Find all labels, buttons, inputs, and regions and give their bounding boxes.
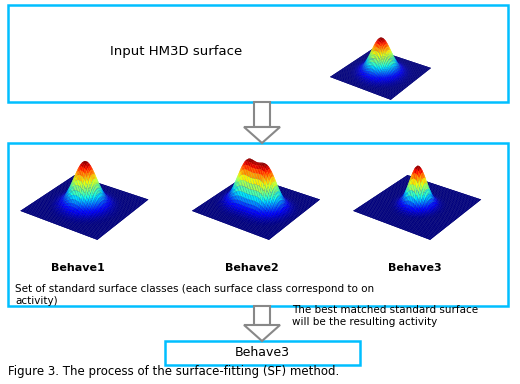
FancyBboxPatch shape [165, 341, 360, 365]
FancyBboxPatch shape [8, 5, 508, 102]
Text: Set of standard surface classes (each surface class correspond to on
activity): Set of standard surface classes (each su… [15, 284, 374, 306]
Text: Input HM3D surface: Input HM3D surface [110, 45, 242, 58]
Text: Behave3: Behave3 [388, 263, 442, 273]
Text: Behave2: Behave2 [225, 263, 279, 273]
Text: Behave1: Behave1 [51, 263, 105, 273]
FancyArrow shape [254, 102, 270, 127]
Text: Behave3: Behave3 [235, 346, 290, 359]
Polygon shape [244, 325, 280, 341]
FancyBboxPatch shape [8, 143, 508, 306]
Text: Figure 3. The process of the surface-fitting (SF) method.: Figure 3. The process of the surface-fit… [8, 365, 339, 378]
Polygon shape [244, 127, 280, 143]
FancyArrow shape [254, 306, 270, 325]
Text: The best matched standard surface
will be the resulting activity: The best matched standard surface will b… [292, 305, 478, 327]
